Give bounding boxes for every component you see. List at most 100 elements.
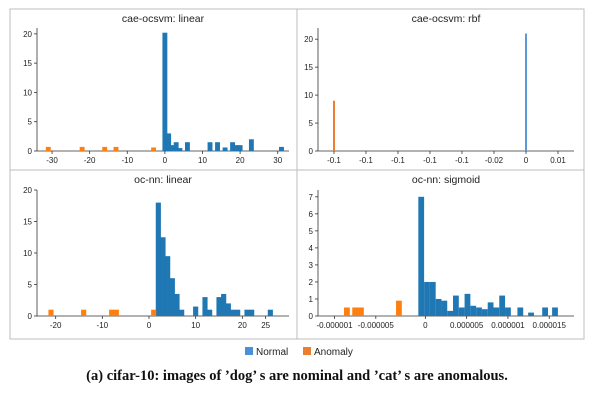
bar-anomaly bbox=[48, 309, 54, 316]
chart-title: cae-ocsvm: linear bbox=[122, 13, 205, 25]
y-tick-label: 15 bbox=[23, 218, 32, 227]
bar-normal bbox=[225, 303, 231, 316]
x-tick-label: -10 bbox=[97, 321, 109, 330]
x-tick-label: -0.02 bbox=[485, 156, 504, 165]
x-tick-label: 0.000015 bbox=[533, 321, 567, 330]
bar-normal bbox=[169, 278, 175, 316]
panel-frame bbox=[296, 8, 585, 171]
x-tick-label: 0.01 bbox=[550, 156, 566, 165]
bar-normal bbox=[248, 139, 254, 151]
x-tick-label: -0.1 bbox=[327, 156, 341, 165]
y-tick-label: 0 bbox=[28, 147, 33, 156]
bar-normal bbox=[177, 148, 183, 151]
bar-anomaly bbox=[109, 309, 115, 316]
x-tick-label: 0 bbox=[524, 156, 529, 165]
y-tick-label: 15 bbox=[23, 59, 32, 68]
y-tick-label: 0 bbox=[309, 312, 314, 321]
x-tick-label: 0.000005 bbox=[450, 321, 484, 330]
y-tick-label: 5 bbox=[28, 118, 33, 127]
x-tick-label: -20 bbox=[84, 156, 96, 165]
y-tick-label: 6 bbox=[309, 210, 314, 219]
bar-normal bbox=[155, 202, 161, 316]
y-tick-label: 5 bbox=[309, 119, 314, 128]
bar-normal bbox=[173, 142, 179, 151]
chart-title: cae-ocsvm: rbf bbox=[412, 13, 481, 25]
bar-normal bbox=[166, 133, 172, 151]
bar-normal bbox=[169, 145, 175, 151]
bar-normal bbox=[185, 142, 190, 151]
bar-normal bbox=[215, 142, 220, 151]
legend-label-normal: Normal bbox=[256, 347, 288, 358]
x-tick-label: -30 bbox=[46, 156, 58, 165]
x-tick-label: 25 bbox=[261, 321, 270, 330]
y-tick-label: 3 bbox=[309, 261, 314, 270]
chart-panel-2: cae-ocsvm: rbf 0 5 10 15 20 -0.1 -0.1 -0.1 -0.1 -0… bbox=[296, 8, 585, 171]
legend-swatch-anomaly bbox=[303, 347, 311, 355]
x-tick-label: -0.1 bbox=[359, 156, 373, 165]
bar-normal bbox=[481, 309, 488, 316]
bar-normal bbox=[174, 293, 180, 316]
bar-normal bbox=[160, 237, 166, 316]
bar-normal bbox=[165, 256, 171, 316]
x-tick-label: -0.1 bbox=[423, 156, 437, 165]
bar-normal bbox=[464, 293, 471, 316]
bar-anomaly bbox=[151, 147, 157, 151]
bar-anomaly bbox=[113, 309, 119, 316]
x-tick-label: -0.1 bbox=[391, 156, 405, 165]
bar-normal bbox=[517, 307, 524, 316]
y-tick-label: 5 bbox=[28, 281, 33, 290]
bar-normal bbox=[244, 309, 250, 316]
bar-normal bbox=[424, 281, 430, 316]
bar-normal bbox=[525, 33, 527, 151]
x-tick-label: -10 bbox=[121, 156, 133, 165]
x-tick-label: 0 bbox=[423, 321, 428, 330]
bar-normal bbox=[435, 298, 442, 316]
bar-normal bbox=[207, 309, 213, 316]
y-tick-label: 5 bbox=[309, 227, 314, 236]
bar-anomaly bbox=[358, 307, 364, 316]
bar-anomaly bbox=[352, 307, 359, 316]
x-tick-label: 0 bbox=[147, 321, 152, 330]
bar-normal bbox=[222, 147, 228, 151]
x-tick-label: 20 bbox=[236, 156, 245, 165]
y-tick-label: 20 bbox=[23, 30, 32, 39]
bar-normal bbox=[249, 309, 255, 316]
bar-normal bbox=[230, 142, 236, 151]
bar-normal bbox=[499, 295, 506, 316]
bar-normal bbox=[505, 307, 511, 316]
bar-normal bbox=[193, 306, 199, 316]
bar-normal bbox=[441, 300, 448, 316]
y-tick-label: 10 bbox=[23, 249, 32, 258]
x-tick-label: -20 bbox=[50, 321, 62, 330]
y-tick-label: 20 bbox=[23, 186, 32, 195]
x-tick-label: 30 bbox=[273, 156, 282, 165]
y-tick-label: 7 bbox=[309, 193, 314, 202]
legend-label-anomaly: Anomaly bbox=[314, 347, 353, 358]
chart-panel-1: cae-ocsvm: linear 0 5 10 15 20 -30 -20 -10 0 10 20 3… bbox=[9, 8, 298, 171]
y-tick-label: 20 bbox=[304, 35, 313, 44]
figure-caption: (a) cifar-10: images of ’dog’ s are nomi… bbox=[86, 368, 508, 384]
legend: Normal Anomaly bbox=[245, 347, 353, 358]
y-tick-label: 0 bbox=[28, 312, 33, 321]
bar-normal bbox=[216, 297, 222, 316]
bar-anomaly bbox=[79, 146, 85, 151]
chart-panel-4: oc-nn: sigmoid 0 1 2 3 4 5 6 7 -0.000001 -0.000005… bbox=[296, 169, 585, 340]
y-tick-label: 10 bbox=[304, 91, 313, 100]
bar-normal bbox=[233, 145, 239, 151]
bar-normal bbox=[487, 302, 494, 316]
x-tick-label: -0.000005 bbox=[358, 321, 395, 330]
x-tick-label: 0.000001 bbox=[491, 321, 525, 330]
x-tick-label: 20 bbox=[238, 321, 247, 330]
bar-anomaly bbox=[151, 309, 157, 316]
y-tick-label: 4 bbox=[309, 244, 314, 253]
y-tick-label: 1 bbox=[309, 295, 314, 304]
bar-normal bbox=[470, 305, 477, 316]
bar-normal bbox=[458, 307, 465, 316]
x-tick-label: -0.000001 bbox=[317, 321, 354, 330]
bar-anomaly bbox=[45, 146, 51, 151]
bar-normal bbox=[179, 309, 185, 316]
bar-normal bbox=[476, 307, 482, 316]
chart-panel-3: oc-nn: linear 0 5 10 15 20 -20 -10 0 10 20 25 bbox=[9, 169, 298, 340]
y-tick-label: 10 bbox=[23, 88, 32, 97]
